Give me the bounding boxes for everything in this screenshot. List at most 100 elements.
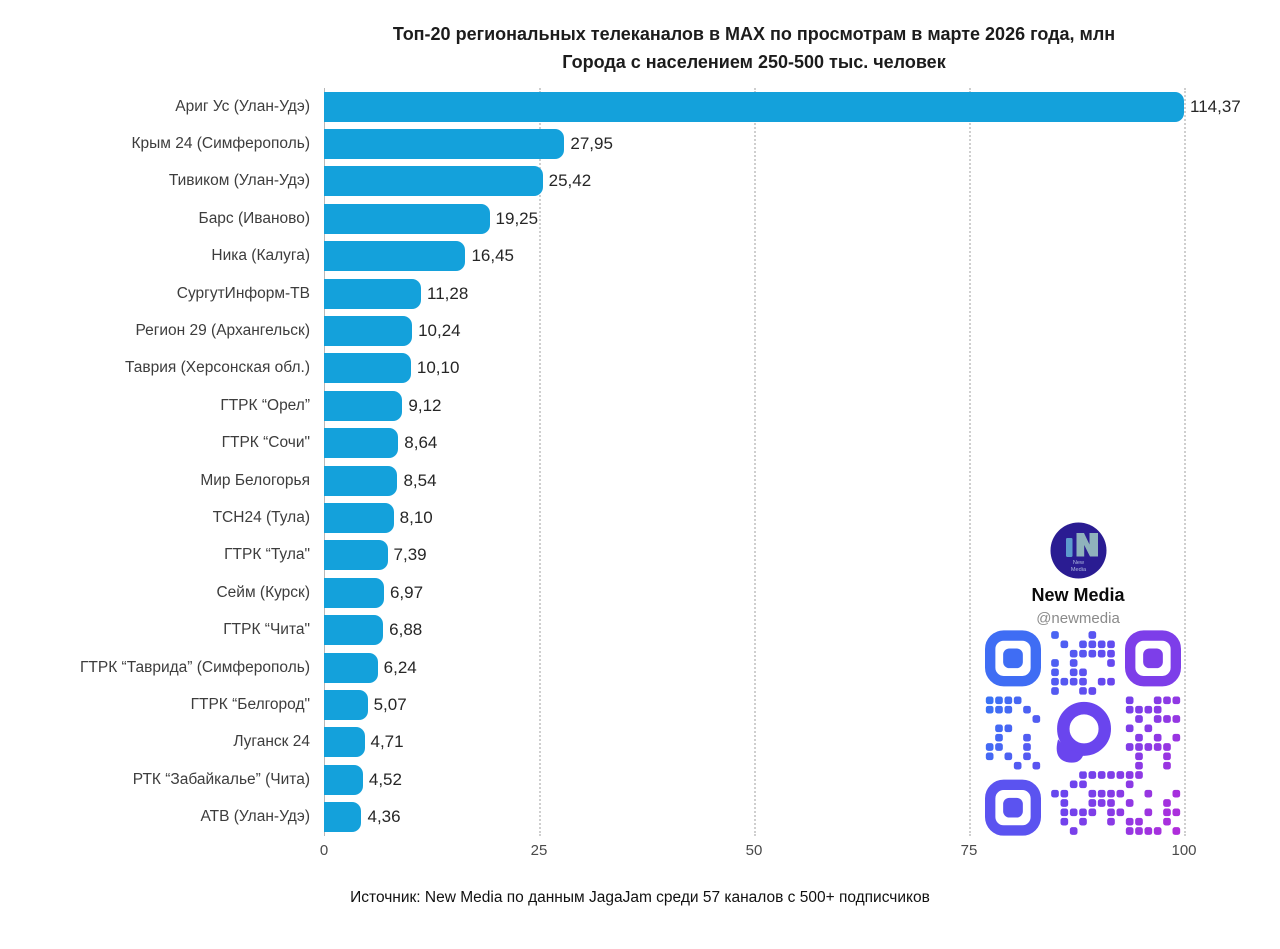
bar-row: Мир Белогорья 8,54	[0, 462, 1280, 499]
gridline	[969, 88, 971, 836]
value-label: 10,10	[416, 358, 460, 378]
value-label: 6,24	[383, 657, 417, 677]
x-tick-label: 25	[530, 842, 548, 859]
bar-track: 4,52	[324, 764, 1184, 795]
bar	[324, 615, 384, 646]
y-axis-baseline	[324, 88, 325, 836]
bar-track: 9,12	[324, 390, 1184, 421]
x-tick-label: 50	[745, 842, 763, 859]
bar	[324, 727, 365, 758]
category-label: Тивиком (Улан-Удэ)	[168, 172, 310, 190]
category-label: Таврия (Херсонская обл.)	[125, 359, 310, 377]
chart-title-block: Топ-20 региональных телеканалов в MAX по…	[324, 20, 1184, 76]
bar-row: СургутИнформ-ТВ 11,28	[0, 275, 1280, 312]
value-label: 16,45	[471, 246, 515, 266]
bar	[324, 689, 368, 720]
bar-track: 19,25	[324, 203, 1184, 234]
gridline	[539, 88, 541, 836]
source-note: Источник: New Media по данным JagaJam ср…	[350, 889, 930, 906]
category-label: РТК “Забайкалье” (Чита)	[132, 770, 310, 788]
value-label: 19,25	[495, 208, 539, 228]
bar	[324, 166, 543, 197]
x-axis-ticks: 0 25 50 75 100	[320, 842, 1197, 864]
bar-track: 27,95	[324, 129, 1184, 160]
bar-track: 4,36	[324, 802, 1184, 833]
value-label: 8,10	[399, 507, 433, 527]
category-label: Луганск 24	[233, 733, 310, 751]
bar-track: 16,45	[324, 241, 1184, 272]
svg-text:New: New	[1072, 560, 1084, 566]
chart-subtitle: Города с населением 250-500 тыс. человек	[562, 52, 946, 72]
category-label: СургутИнформ-ТВ	[176, 284, 310, 302]
bar-track: 10,24	[324, 316, 1184, 347]
chart-title: Топ-20 региональных телеканалов в MAX по…	[392, 24, 1116, 44]
value-label: 25,42	[548, 171, 592, 191]
category-label: ТСН24 (Тула)	[212, 508, 310, 526]
bar-row: ГТРК “Белгород" 5,07	[0, 686, 1280, 723]
bar-row: Луганск 24 4,71	[0, 724, 1280, 761]
bar-track: 5,07	[324, 689, 1184, 720]
category-label: Барс (Иваново)	[198, 209, 310, 227]
bar	[324, 353, 411, 384]
value-label: 27,95	[570, 134, 613, 154]
bar	[324, 540, 388, 571]
category-label: Мир Белогорья	[200, 471, 310, 489]
bar-row: ТСН24 (Тула) 8,10	[0, 499, 1280, 536]
bar-row: Ника (Калуга) 16,45	[0, 238, 1280, 275]
bar	[324, 241, 466, 272]
bar-track: 6,24	[324, 652, 1184, 683]
category-label: Сейм (Курск)	[216, 583, 310, 601]
bar	[324, 428, 399, 459]
category-label: Регион 29 (Архангельск)	[135, 322, 310, 340]
bar-row: ГТРК “Таврида” (Симферополь) 6,24	[0, 649, 1280, 686]
bar-row: ГТРК “Чита" 6,88	[0, 611, 1280, 648]
value-label: 8,64	[404, 433, 438, 453]
value-label: 4,71	[370, 732, 404, 752]
bar-row: АТВ (Улан-Удэ) 4,36	[0, 798, 1280, 835]
bar-track: 7,39	[324, 540, 1184, 571]
new-media-logo-icon: New Media	[1050, 522, 1106, 579]
bar-row: ГТРК “Орел” 9,12	[0, 387, 1280, 424]
bar-track: 8,54	[324, 465, 1184, 496]
value-label: 9,12	[408, 395, 442, 415]
bar	[324, 390, 403, 421]
bar	[324, 652, 378, 683]
bar-track: 10,10	[324, 353, 1184, 384]
bar	[324, 764, 363, 795]
category-label: Крым 24 (Симферополь)	[131, 135, 310, 153]
category-label: ГТРК “Тула"	[224, 546, 310, 564]
bar-row: Регион 29 (Архангельск) 10,24	[0, 312, 1280, 349]
bar-row: Тивиком (Улан-Удэ) 25,42	[0, 163, 1280, 200]
category-label: Ника (Калуга)	[211, 247, 310, 265]
bar	[324, 203, 490, 234]
bar-row: Сейм (Курск) 6,97	[0, 574, 1280, 611]
bar-row: Крым 24 (Симферополь) 27,95	[0, 125, 1280, 162]
bar-row: Ариг Ус (Улан-Удэ) 114,37	[0, 88, 1280, 125]
value-label: 6,88	[389, 620, 423, 640]
bar-rows: Ариг Ус (Улан-Удэ) 114,37 Крым 24 (Симферо…	[0, 88, 1280, 836]
category-label: ГТРК “Белгород"	[190, 695, 310, 713]
bar-row: Барс (Иваново) 19,25	[0, 200, 1280, 237]
value-label: 7,39	[393, 545, 427, 565]
x-tick-label: 0	[319, 842, 329, 859]
bar	[324, 465, 398, 496]
value-label: 10,24	[418, 321, 461, 341]
bar-track: 4,71	[324, 727, 1184, 758]
qr-code	[985, 630, 1181, 841]
bar-track: 8,64	[324, 428, 1184, 459]
value-label: 6,97	[389, 582, 424, 602]
bar-row: Таврия (Херсонская обл.) 10,10	[0, 350, 1280, 387]
plot-area	[324, 88, 1186, 836]
branding-block: New Media New Media @newmedia	[978, 522, 1178, 627]
category-label: Ариг Ус (Улан-Удэ)	[175, 97, 310, 115]
bar-track: 25,42	[324, 166, 1184, 197]
brand-handle: @newmedia	[1036, 610, 1120, 627]
bar-row: РТК “Забайкалье” (Чита) 4,52	[0, 761, 1280, 798]
bar-track: 6,88	[324, 615, 1184, 646]
category-label: ГТРК “Таврида” (Симферополь)	[80, 658, 310, 676]
bar-track: 114,37	[324, 91, 1241, 122]
bar	[324, 316, 413, 347]
brand-name: New Media	[1031, 585, 1125, 605]
bar-track: 8,10	[324, 502, 1184, 533]
